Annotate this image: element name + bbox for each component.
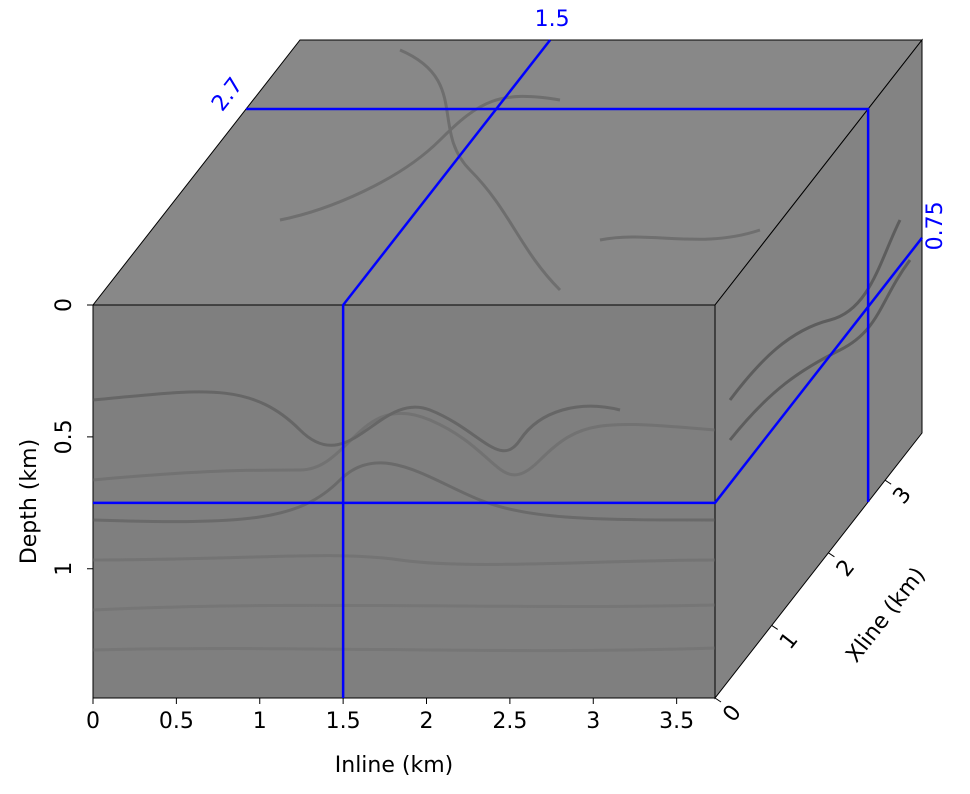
z-tick xyxy=(884,479,892,485)
x-tick-label: 3.5 xyxy=(659,709,694,734)
side-texture xyxy=(728,219,912,441)
texture xyxy=(93,390,715,653)
z-tick-label: 2 xyxy=(832,555,860,581)
depth-slice-label: 0.75 xyxy=(923,201,948,250)
z-tick-label: 0 xyxy=(718,700,746,726)
z-tick xyxy=(771,624,778,630)
cube-faces xyxy=(91,38,924,700)
z-tick xyxy=(828,552,835,558)
depth-slice xyxy=(93,237,923,505)
y-axis-label: Depth (km) xyxy=(17,439,42,564)
x-tick-label: 1 xyxy=(253,709,267,734)
inline-slice-label: 1.5 xyxy=(535,7,570,32)
z-tick xyxy=(714,697,722,703)
z-axis-label: Xline (km) xyxy=(841,563,930,668)
top-texture xyxy=(279,48,761,292)
x-tick-label: 2.5 xyxy=(492,709,527,734)
z-tick-label: 3 xyxy=(889,483,917,509)
y-tick-label: 0.5 xyxy=(52,419,77,454)
z-tick-label: 1 xyxy=(775,628,803,654)
x-tick-label: 1.5 xyxy=(326,709,361,734)
x-tick-label: 0 xyxy=(86,709,100,734)
y-tick-label: 0 xyxy=(52,298,77,312)
xline-slice xyxy=(246,107,870,502)
x-tick-label: 3 xyxy=(586,709,600,734)
inline-slice xyxy=(341,39,552,698)
front-face xyxy=(92,304,716,699)
x-tick-label: 2 xyxy=(420,709,434,734)
xline-slice-label: 2.7 xyxy=(207,73,248,116)
x-axis-label: Inline (km) xyxy=(335,753,453,778)
y-tick-label: 1 xyxy=(52,562,77,576)
x-tick-label: 0.5 xyxy=(159,709,194,734)
